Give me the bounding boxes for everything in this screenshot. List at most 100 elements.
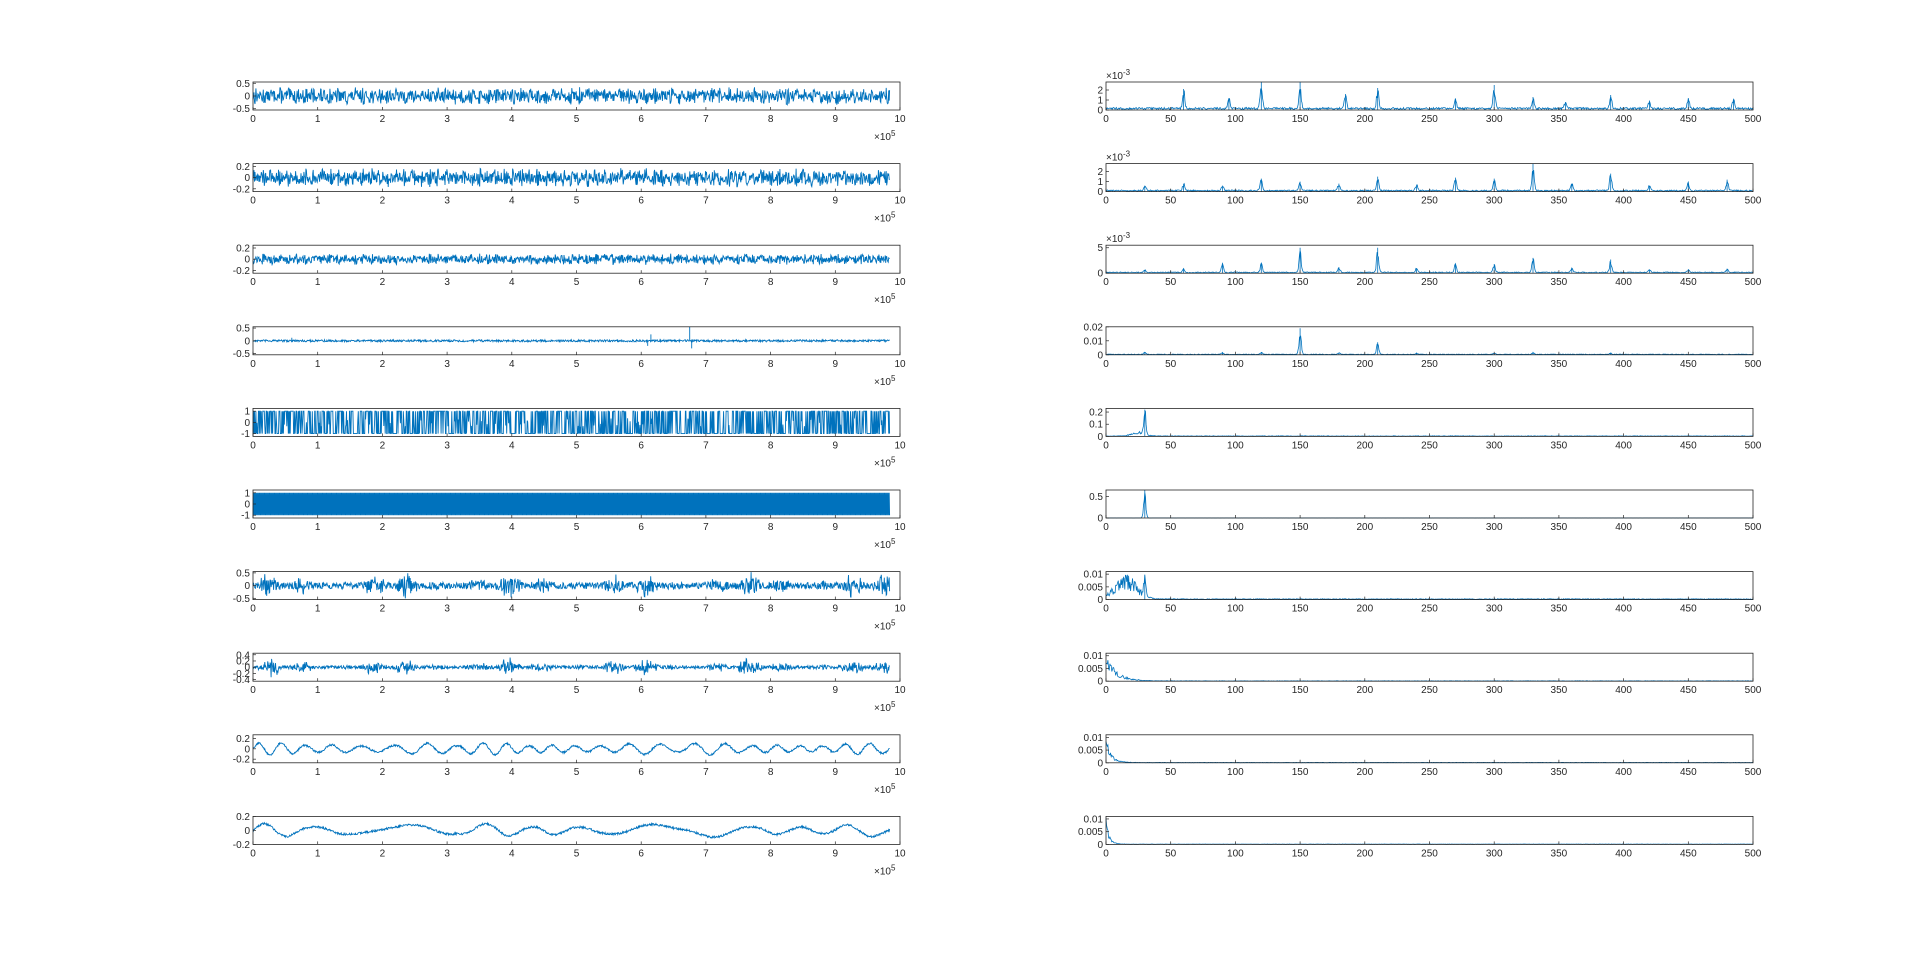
y-tick-label: 0 xyxy=(244,826,250,837)
x-tick-label: 200 xyxy=(1356,685,1373,696)
x-tick-label: 2 xyxy=(380,522,386,533)
x-tick-label: 200 xyxy=(1356,522,1373,533)
x-tick-label: 100 xyxy=(1227,277,1244,288)
subplot-right-1: 0 50 100 150 200 250 300 350 400 450 500 012×10-3 xyxy=(1097,68,1761,125)
x-tick-label: 450 xyxy=(1680,196,1697,207)
x-axis-multiplier: ×105 xyxy=(874,619,896,633)
x-tick-label: 6 xyxy=(638,440,644,451)
x-tick-label: 450 xyxy=(1680,440,1697,451)
y-tick-label: 0 xyxy=(244,663,250,674)
x-tick-label: 6 xyxy=(638,277,644,288)
y-tick-label: 0.5 xyxy=(236,324,250,335)
x-tick-label: 450 xyxy=(1680,848,1697,859)
y-tick-label: 0 xyxy=(1097,432,1103,443)
y-tick-label: 0.2 xyxy=(236,244,250,255)
x-tick-label: 4 xyxy=(509,359,515,370)
y-tick-label: 0 xyxy=(244,92,250,103)
y-tick-label: 1 xyxy=(1097,96,1103,107)
y-tick-label: 0.005 xyxy=(1078,664,1103,675)
x-tick-label: 50 xyxy=(1165,196,1177,207)
x-tick-label: 0 xyxy=(250,196,256,207)
y-tick-label: 0.2 xyxy=(236,656,250,667)
subplot-left-8: 0 1 2 3 4 5 6 7 8 9 10-0.4-0.200.20.4×105 xyxy=(233,650,906,714)
x-tick-label: 7 xyxy=(703,604,709,615)
x-tick-label: 3 xyxy=(444,848,450,859)
signal-line xyxy=(1105,247,1754,274)
x-tick-label: 200 xyxy=(1356,359,1373,370)
x-tick-label: 0 xyxy=(250,440,256,451)
x-tick-label: 4 xyxy=(509,440,515,451)
x-tick-label: 6 xyxy=(638,114,644,125)
y-tick-label: -0.2 xyxy=(233,840,251,851)
x-tick-label: 8 xyxy=(768,277,774,288)
x-tick-label: 4 xyxy=(509,604,515,615)
x-tick-label: 350 xyxy=(1551,522,1568,533)
x-tick-label: 150 xyxy=(1292,604,1309,615)
y-tick-label: -0.2 xyxy=(233,669,251,680)
y-tick-label: 0.01 xyxy=(1084,651,1104,662)
x-tick-label: 100 xyxy=(1227,767,1244,778)
y-tick-label: -0.2 xyxy=(233,266,251,277)
x-tick-label: 350 xyxy=(1551,848,1568,859)
x-tick-label: 10 xyxy=(894,277,906,288)
signal-line xyxy=(252,741,890,757)
y-tick-label: 0 xyxy=(1097,595,1103,606)
subplot-left-9: 0 1 2 3 4 5 6 7 8 9 10-0.200.2×105 xyxy=(233,734,906,796)
x-tick-label: 9 xyxy=(833,767,839,778)
x-tick-label: 0 xyxy=(250,522,256,533)
x-tick-label: 400 xyxy=(1615,848,1632,859)
x-tick-label: 2 xyxy=(380,277,386,288)
x-tick-label: 150 xyxy=(1292,685,1309,696)
y-tick-label: 0 xyxy=(1097,840,1103,851)
subplot-left-10: 0 1 2 3 4 5 6 7 8 9 10-0.200.2×105 xyxy=(233,812,906,878)
x-tick-label: 0 xyxy=(1103,114,1109,125)
y-tick-label: 0.2 xyxy=(236,162,250,173)
x-tick-label: 500 xyxy=(1745,685,1762,696)
x-tick-label: 350 xyxy=(1551,685,1568,696)
y-tick-label: 0.5 xyxy=(236,568,250,579)
x-tick-label: 250 xyxy=(1421,685,1438,696)
x-tick-label: 450 xyxy=(1680,359,1697,370)
x-tick-label: 6 xyxy=(638,196,644,207)
x-tick-label: 350 xyxy=(1551,114,1568,125)
x-tick-label: 6 xyxy=(638,359,644,370)
x-tick-label: 450 xyxy=(1680,685,1697,696)
x-tick-label: 150 xyxy=(1292,440,1309,451)
x-tick-label: 3 xyxy=(444,359,450,370)
axes-box xyxy=(1105,163,1754,193)
y-tick-label: 2 xyxy=(1097,167,1103,178)
subplot-left-6: 0 1 2 3 4 5 6 7 8 9 10-101×105 xyxy=(241,488,906,551)
x-tick-label: 8 xyxy=(768,359,774,370)
x-tick-label: 10 xyxy=(894,359,906,370)
x-tick-label: 300 xyxy=(1486,196,1503,207)
x-tick-label: 5 xyxy=(574,359,580,370)
x-tick-label: 150 xyxy=(1292,522,1309,533)
x-tick-label: 350 xyxy=(1551,767,1568,778)
y-tick-label: 0 xyxy=(1097,514,1103,525)
signal-line xyxy=(1105,409,1754,437)
x-tick-label: 100 xyxy=(1227,522,1244,533)
x-tick-label: 100 xyxy=(1227,604,1244,615)
x-tick-label: 4 xyxy=(509,767,515,778)
x-tick-label: 200 xyxy=(1356,767,1373,778)
x-tick-label: 0 xyxy=(1103,277,1109,288)
x-tick-label: 300 xyxy=(1486,277,1503,288)
x-tick-label: 500 xyxy=(1745,767,1762,778)
x-tick-label: 3 xyxy=(444,685,450,696)
signal-line xyxy=(252,253,890,267)
x-tick-label: 1 xyxy=(315,114,321,125)
y-tick-label: 0 xyxy=(244,581,250,592)
x-tick-label: 1 xyxy=(315,196,321,207)
x-tick-label: 450 xyxy=(1680,604,1697,615)
x-tick-label: 1 xyxy=(315,277,321,288)
x-tick-label: 2 xyxy=(380,767,386,778)
x-tick-label: 150 xyxy=(1292,848,1309,859)
x-tick-label: 10 xyxy=(894,522,906,533)
x-tick-label: 150 xyxy=(1292,277,1309,288)
x-tick-label: 0 xyxy=(250,604,256,615)
y-tick-label: 0 xyxy=(244,173,250,184)
x-tick-label: 50 xyxy=(1165,685,1177,696)
x-tick-label: 200 xyxy=(1356,277,1373,288)
